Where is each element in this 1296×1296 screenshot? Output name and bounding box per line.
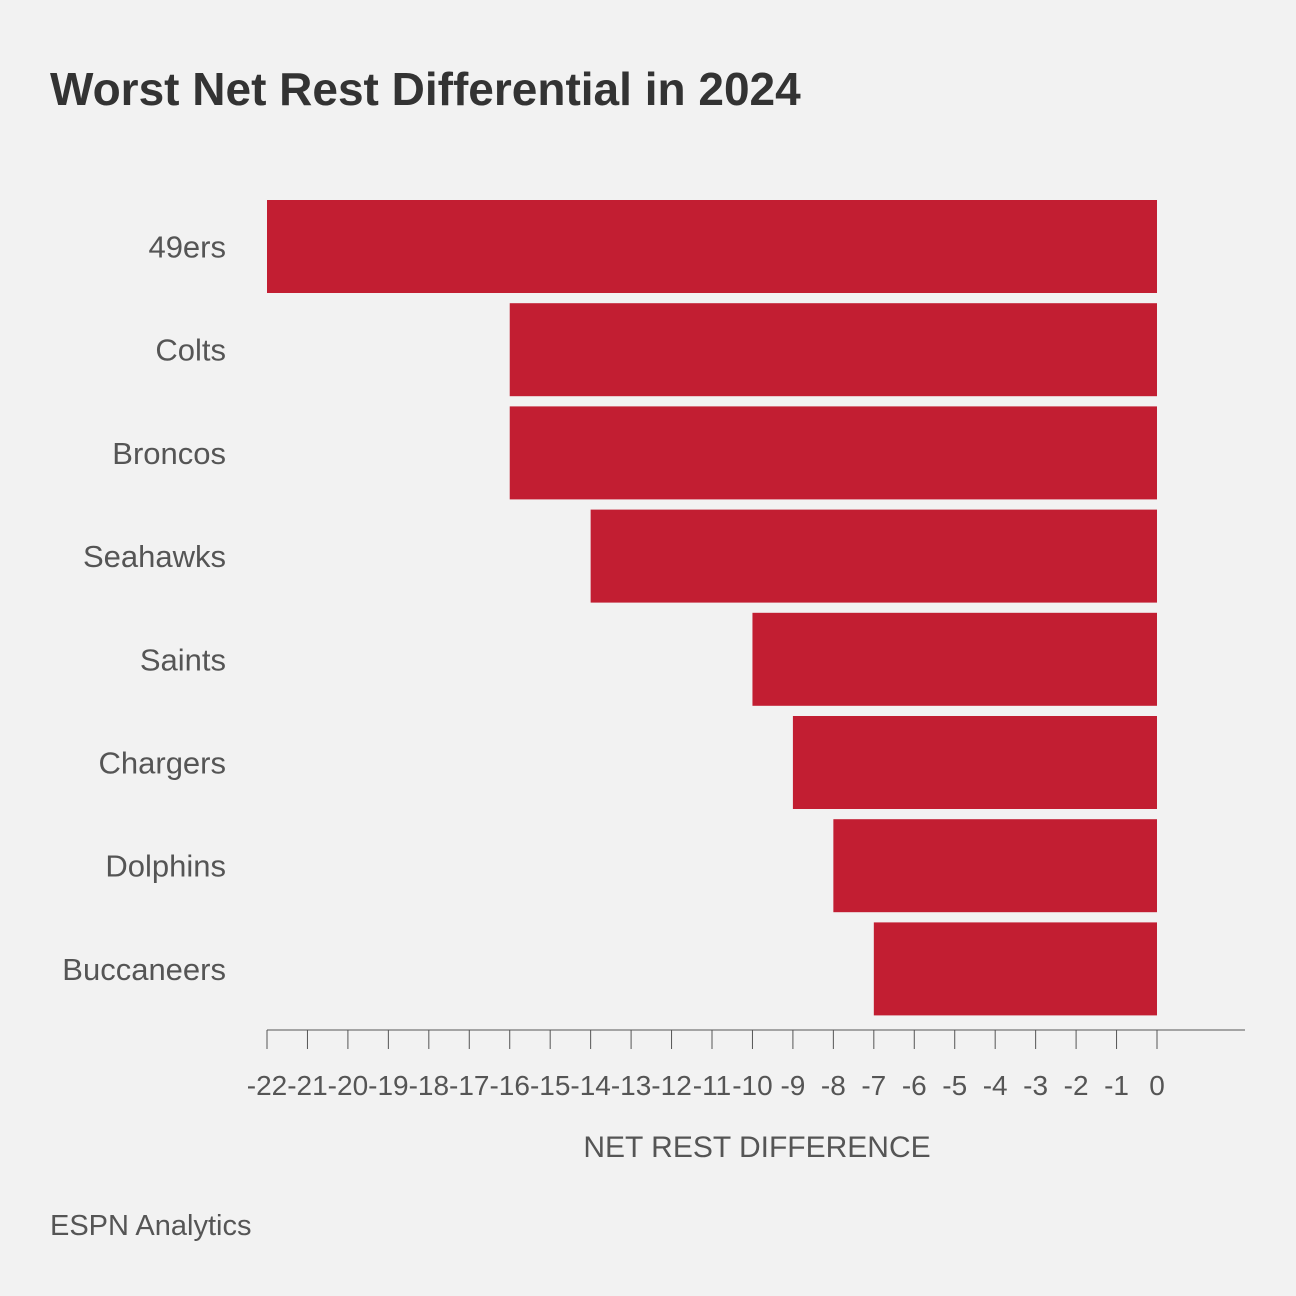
bar-dolphins (833, 819, 1157, 913)
category-label-49ers: 49ers (148, 230, 226, 265)
bar-seahawks (590, 509, 1157, 603)
x-axis-title: NET REST DIFFERENCE (583, 1131, 930, 1164)
bar-saints (752, 612, 1157, 706)
x-tick-label--19: -19 (368, 1070, 408, 1101)
x-tick-label--16: -16 (489, 1070, 529, 1101)
x-tick-label--6: -6 (902, 1070, 927, 1101)
x-tick-label--1: -1 (1104, 1070, 1129, 1101)
x-axis: -22 -21 -20 -19 -18 -17 -16 -15 -14 -13 -12 -11 -10-… (247, 1029, 1245, 1101)
bar-chargers (792, 716, 1157, 809)
x-tick-label--22: -22 (247, 1070, 287, 1101)
x-tick-label--3: -3 (1023, 1070, 1048, 1101)
x-tick-label--14: -14 (570, 1070, 610, 1101)
x-tick-label--15: -15 (530, 1070, 570, 1101)
x-tick-label--5: -5 (942, 1070, 967, 1101)
x-tick-label--11: -11 (693, 1070, 731, 1101)
category-label-chargers: Chargers (99, 746, 227, 781)
x-tick-label--2: -2 (1064, 1070, 1089, 1101)
x-tick-label--20: -20 (328, 1070, 368, 1101)
x-tick-label--9: -9 (780, 1070, 805, 1101)
x-tick-label--4: -4 (983, 1070, 1008, 1101)
category-label-dolphins: Dolphins (105, 849, 226, 884)
x-tick-label--7: -7 (861, 1070, 886, 1101)
x-tick-label--12: -12 (651, 1070, 691, 1101)
x-tick-label--13: -13 (611, 1070, 651, 1101)
category-label-buccaneers: Buccaneers (62, 952, 226, 987)
category-labels-layer: 49ers Colts Broncos Seahawks Saints Chargers D… (62, 230, 226, 987)
bars-layer (267, 200, 1157, 1016)
bar-colts (509, 303, 1157, 397)
category-label-broncos: Broncos (112, 436, 226, 471)
bar-49ers (267, 200, 1157, 293)
bar-buccaneers (873, 922, 1157, 1016)
x-tick-label--21: -21 (287, 1070, 327, 1101)
category-label-saints: Saints (140, 642, 226, 677)
x-tick-label--10: -10 (732, 1070, 772, 1101)
x-tick-label--18: -18 (409, 1070, 449, 1101)
category-label-colts: Colts (155, 333, 226, 368)
source-credit: ESPN Analytics (50, 1210, 252, 1242)
x-tick-label-0: 0 (1149, 1070, 1165, 1101)
chart-title: Worst Net Rest Differential in 2024 (50, 63, 801, 115)
bar-broncos (509, 406, 1157, 500)
category-label-seahawks: Seahawks (83, 539, 226, 574)
x-tick-label--17: -17 (449, 1070, 489, 1101)
x-tick-label--8: -8 (821, 1070, 846, 1101)
